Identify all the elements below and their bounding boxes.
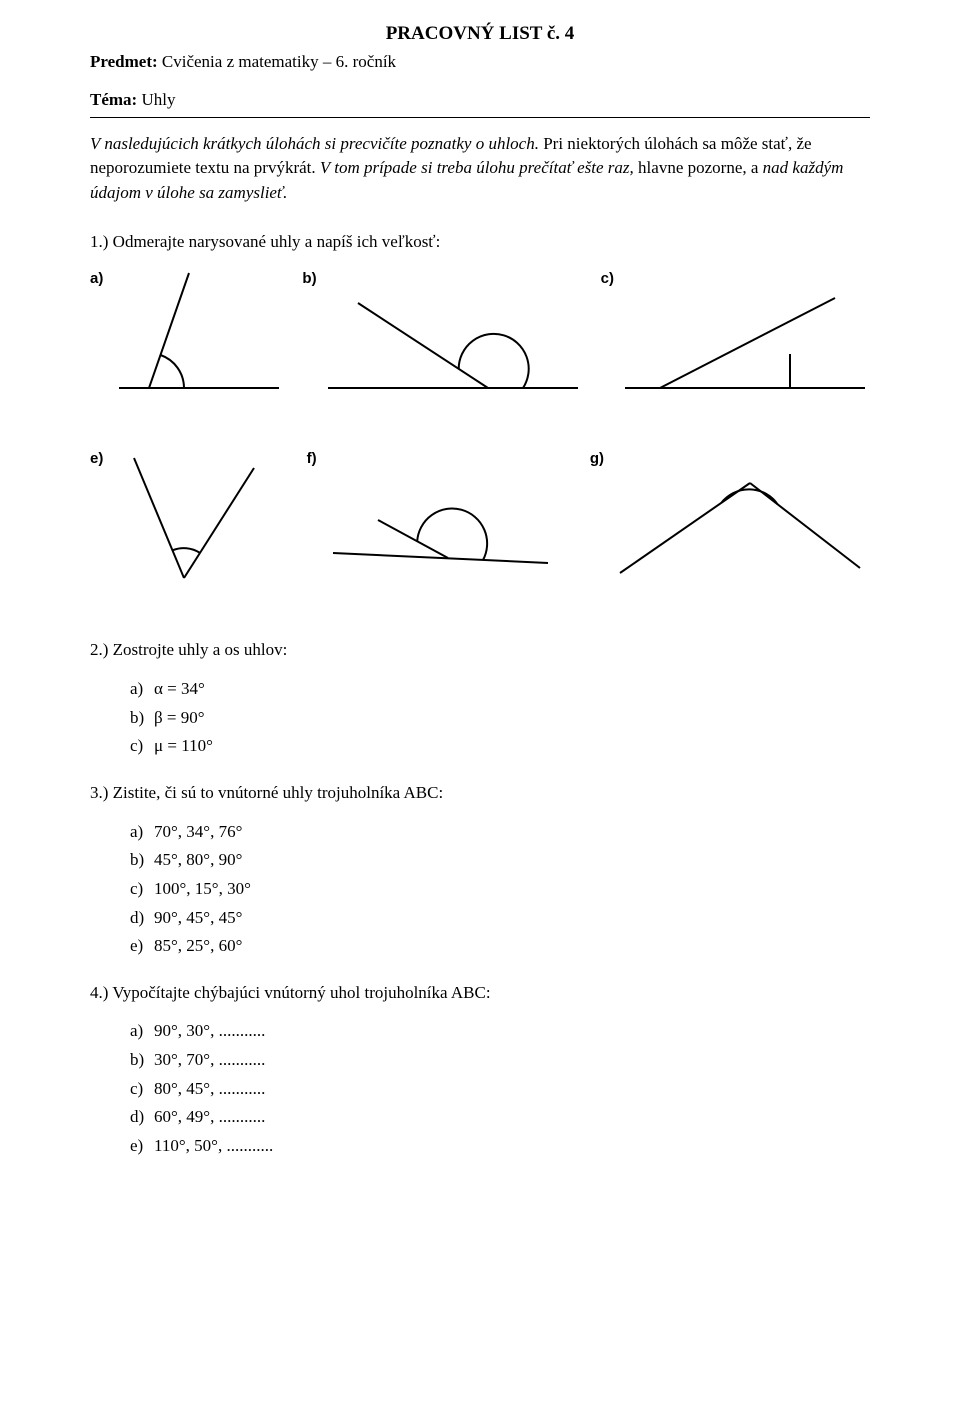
- item-marker: b): [130, 1048, 154, 1073]
- fig-label-b: b): [302, 268, 316, 290]
- list-item: b)45°, 80°, 90°: [130, 848, 870, 873]
- item-text: 45°, 80°, 90°: [154, 850, 242, 869]
- figure-f: f): [307, 448, 553, 578]
- item-marker: e): [130, 1134, 154, 1159]
- theme-value: Uhly: [141, 90, 175, 109]
- theme-label: Téma:: [90, 90, 137, 109]
- figure-a: a): [90, 268, 284, 398]
- figure-row-1: a) b) c): [90, 268, 870, 398]
- list-item: c)100°, 15°, 30°: [130, 877, 870, 902]
- item-text: 30°, 70°, ...........: [154, 1050, 265, 1069]
- figure-c: c): [601, 268, 870, 398]
- list-item: e)110°, 50°, ...........: [130, 1134, 870, 1159]
- fig-label-f: f): [307, 448, 317, 470]
- item-marker: a): [130, 677, 154, 702]
- angle-f-icon: [323, 448, 553, 578]
- figure-g: g): [590, 448, 870, 588]
- subject-line: Predmet: Cvičenia z matematiky – 6. ročn…: [90, 50, 870, 75]
- intro-it1: V nasledujúcich krátkych úlohách si prec…: [90, 134, 539, 153]
- page: PRACOVNÝ LIST č. 4 Predmet: Cvičenia z m…: [0, 0, 960, 1428]
- angle-c-icon: [620, 268, 870, 398]
- item-marker: a): [130, 820, 154, 845]
- list-item: c)80°, 45°, ...........: [130, 1077, 870, 1102]
- item-text: α = 34°: [154, 679, 205, 698]
- list-item: a)70°, 34°, 76°: [130, 820, 870, 845]
- intro-paragraph: V nasledujúcich krátkych úlohách si prec…: [90, 132, 870, 206]
- item-marker: e): [130, 934, 154, 959]
- item-text: 100°, 15°, 30°: [154, 879, 251, 898]
- item-marker: b): [130, 706, 154, 731]
- list-q2: a)α = 34° b)β = 90° c)μ = 110°: [130, 677, 870, 759]
- item-marker: d): [130, 1105, 154, 1130]
- item-marker: a): [130, 1019, 154, 1044]
- item-text: β = 90°: [154, 708, 205, 727]
- task-3: 3.) Zistite, či sú to vnútorné uhly troj…: [90, 781, 870, 806]
- page-title: PRACOVNÝ LIST č. 4: [90, 20, 870, 48]
- list-item: c)μ = 110°: [130, 734, 870, 759]
- item-text: 90°, 30°, ...........: [154, 1021, 265, 1040]
- figure-b: b): [302, 268, 582, 398]
- item-text: 70°, 34°, 76°: [154, 822, 242, 841]
- list-item: e)85°, 25°, 60°: [130, 934, 870, 959]
- figure-e: e): [90, 448, 269, 588]
- item-text: 90°, 45°, 45°: [154, 908, 242, 927]
- item-marker: c): [130, 734, 154, 759]
- item-text: 85°, 25°, 60°: [154, 936, 242, 955]
- divider: [90, 117, 870, 118]
- angle-g-icon: [610, 448, 870, 588]
- fig-label-g: g): [590, 448, 604, 470]
- intro-rm2: hlavne pozorne, a: [638, 158, 763, 177]
- list-item: a)α = 34°: [130, 677, 870, 702]
- subject-label: Predmet:: [90, 52, 158, 71]
- item-marker: d): [130, 906, 154, 931]
- list-item: b)β = 90°: [130, 706, 870, 731]
- list-item: d)90°, 45°, 45°: [130, 906, 870, 931]
- item-text: 60°, 49°, ...........: [154, 1107, 265, 1126]
- list-item: d)60°, 49°, ...........: [130, 1105, 870, 1130]
- task-2: 2.) Zostrojte uhly a os uhlov:: [90, 638, 870, 663]
- list-item: a)90°, 30°, ...........: [130, 1019, 870, 1044]
- task-4: 4.) Vypočítajte chýbajúci vnútorný uhol …: [90, 981, 870, 1006]
- list-q4: a)90°, 30°, ........... b)30°, 70°, ....…: [130, 1019, 870, 1158]
- fig-label-e: e): [90, 448, 103, 470]
- theme-line: Téma: Uhly: [90, 88, 870, 113]
- item-marker: b): [130, 848, 154, 873]
- fig-label-a: a): [90, 268, 103, 290]
- intro-it2a: V tom prípade si treba úlohu prečítať eš…: [320, 158, 634, 177]
- figure-row-2: e) f) g): [90, 448, 870, 588]
- item-text: 80°, 45°, ...........: [154, 1079, 265, 1098]
- fig-label-c: c): [601, 268, 614, 290]
- task-1: 1.) Odmerajte narysované uhly a napíš ic…: [90, 230, 870, 255]
- list-q3: a)70°, 34°, 76° b)45°, 80°, 90° c)100°, …: [130, 820, 870, 959]
- angle-e-icon: [109, 448, 269, 588]
- list-item: b)30°, 70°, ...........: [130, 1048, 870, 1073]
- item-marker: c): [130, 1077, 154, 1102]
- item-text: 110°, 50°, ...........: [154, 1136, 273, 1155]
- item-text: μ = 110°: [154, 736, 213, 755]
- item-marker: c): [130, 877, 154, 902]
- angle-a-icon: [109, 268, 284, 398]
- angle-b-icon: [323, 268, 583, 398]
- subject-value: Cvičenia z matematiky – 6. ročník: [162, 52, 396, 71]
